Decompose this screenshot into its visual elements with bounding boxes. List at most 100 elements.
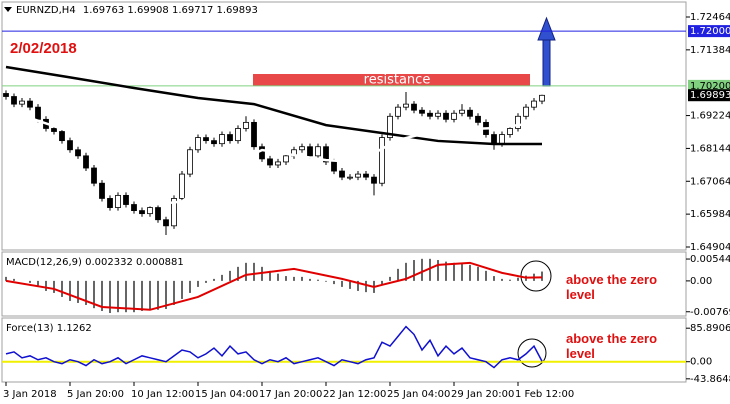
- candle-body: [267, 158, 273, 166]
- annotation: above the zero level: [566, 331, 658, 361]
- candle-body: [523, 106, 529, 117]
- candle-body: [51, 128, 57, 132]
- candle-body: [435, 112, 441, 117]
- candle-body: [283, 155, 289, 163]
- candle-body: [419, 109, 425, 114]
- x-tick-label: 1 Feb 12:00: [515, 389, 574, 400]
- candle-body: [35, 106, 41, 120]
- candle-body: [531, 100, 537, 108]
- ohlc-value: 1.69763: [83, 5, 124, 16]
- candle-body: [211, 140, 217, 145]
- candle-body: [387, 115, 393, 138]
- candle-body: [331, 161, 337, 172]
- candle-body: [195, 137, 201, 151]
- candle-body: [251, 121, 257, 148]
- candle-body: [427, 112, 433, 117]
- candle-body: [371, 176, 377, 184]
- y-tick-label: -0.007693: [690, 307, 730, 318]
- symbol: EURNZD,H4: [16, 5, 76, 16]
- x-tick-label: 15 Jan 04:00: [195, 389, 258, 400]
- candle-body: [459, 109, 465, 114]
- y-tick-label: 1.65984: [690, 209, 730, 220]
- candle-body: [379, 137, 385, 184]
- candle-body: [91, 167, 97, 184]
- panel-menu-icon: [4, 7, 12, 12]
- candle-body: [187, 149, 193, 175]
- candle-body: [355, 173, 361, 178]
- candle-body: [451, 112, 457, 120]
- y-tick-label: 0.005445: [690, 254, 730, 265]
- force-line: [5, 325, 543, 369]
- candle-body: [467, 109, 473, 117]
- candle-body: [315, 146, 321, 157]
- candle-body: [499, 134, 505, 145]
- ohlc-value: 1.69908: [127, 5, 168, 16]
- candle-body: [203, 137, 209, 142]
- level-label-box: [688, 25, 730, 38]
- candle-body: [139, 210, 145, 215]
- candle-body: [243, 121, 249, 129]
- force-header: Force(13) 1.1262: [6, 323, 92, 334]
- indicator-value: 1.1262: [57, 323, 92, 334]
- candle-body: [347, 176, 353, 179]
- candle-body: [155, 207, 161, 221]
- candle-body: [363, 173, 369, 178]
- force-panel: [1, 317, 687, 383]
- candle-body: [395, 106, 401, 117]
- candle-body: [115, 194, 121, 208]
- resistance-zone: [253, 74, 530, 86]
- candle-body: [19, 100, 25, 105]
- candle-body: [339, 170, 345, 178]
- x-tick-label: 10 Jan 12:00: [131, 389, 194, 400]
- level-label-box: [688, 79, 730, 92]
- candle-body: [27, 100, 33, 108]
- y-tick-label: 0.00: [690, 276, 712, 287]
- y-tick-label: 0.00: [690, 357, 712, 368]
- candle-body: [299, 146, 305, 151]
- candle-body: [491, 134, 497, 145]
- macd-panel: [1, 251, 687, 317]
- candle-body: [123, 194, 129, 205]
- candle-body: [99, 182, 105, 199]
- signal-line: [5, 261, 543, 311]
- candle-body: [403, 103, 409, 108]
- candle-body: [75, 149, 81, 157]
- level-label: 1.70200: [690, 81, 730, 92]
- x-tick-label: 17 Jan 20:00: [259, 389, 322, 400]
- y-tick-label: 1.72464: [690, 12, 730, 23]
- indicator-value: 0.002332: [85, 257, 133, 268]
- x-tick-label: 5 Jan 20:00: [67, 389, 124, 400]
- candle-body: [227, 134, 233, 142]
- candle-body: [171, 198, 177, 227]
- moving-average: [5, 65, 542, 146]
- candle-body: [107, 198, 113, 208]
- candle-body: [539, 94, 545, 102]
- candle-body: [83, 155, 89, 169]
- resistance-label: resistance: [364, 73, 431, 88]
- candle-body: [475, 115, 481, 123]
- y-tick-label: -43.8648: [690, 374, 730, 385]
- candle-body: [235, 128, 241, 142]
- candle-body: [259, 146, 265, 160]
- candle-body: [131, 204, 137, 212]
- x-tick-label: 29 Jan 20:00: [451, 389, 514, 400]
- y-tick-label: 1.64904: [690, 242, 730, 253]
- y-tick-label: 1.69224: [690, 111, 730, 122]
- y-tick-label: 1.71384: [690, 45, 730, 56]
- candle-body: [275, 161, 281, 166]
- candle-body: [219, 134, 225, 145]
- candle-body: [411, 103, 417, 111]
- level-label: 1.72000: [690, 26, 730, 37]
- highlight-circle: [517, 338, 547, 368]
- x-tick-label: 3 Jan 2018: [3, 389, 57, 400]
- ohlc-value: 1.69717: [172, 5, 213, 16]
- indicator-name: MACD(12,26,9): [6, 257, 82, 268]
- x-tick-label: 25 Jan 04:00: [387, 389, 450, 400]
- indicator-name: Force(13): [6, 323, 54, 334]
- candle-body: [67, 140, 73, 151]
- main-panel: [1, 1, 687, 251]
- moving-average: [5, 108, 543, 207]
- candle-body: [163, 219, 169, 227]
